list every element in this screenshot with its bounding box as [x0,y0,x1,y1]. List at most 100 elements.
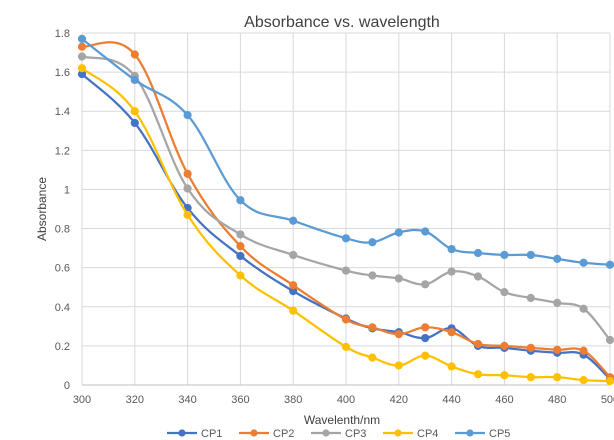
data-point-cp4 [526,373,535,382]
data-point-cp3 [236,230,245,239]
legend-label: CP2 [273,428,294,440]
data-point-cp5 [473,248,483,258]
data-point-cp5 [289,216,298,225]
data-point-cp4 [183,210,192,219]
y-tick-label: 1.2 [55,145,70,157]
data-point-cp2 [500,341,509,350]
legend-label: CP5 [489,428,510,440]
data-point-cp4 [289,306,298,315]
x-tick-label: 300 [73,394,91,406]
legend-item-cp5: CP5 [455,428,510,440]
legend-label: CP4 [417,428,438,440]
x-tick-label: 480 [548,394,566,406]
x-tick-label: 440 [442,394,460,406]
data-point-cp3 [421,280,430,289]
data-point-cp4 [447,362,456,371]
y-tick-label: 1.8 [55,28,70,40]
data-point-cp3 [368,271,377,280]
x-tick-label: 460 [495,394,513,406]
data-point-cp2 [236,242,245,251]
data-point-cp4 [236,271,245,280]
data-point-cp2 [368,323,377,332]
data-point-cp3 [447,267,456,276]
y-tick-label: 0 [64,380,70,392]
data-point-cp4 [421,351,430,360]
series-cp4 [77,64,614,386]
data-point-cp3 [183,184,192,193]
data-point-cp5 [579,258,588,267]
x-tick-label: 400 [337,394,355,406]
data-point-cp5 [341,234,351,243]
series-lines [77,34,614,386]
series-cp5 [77,34,614,269]
data-point-cp5 [553,254,562,263]
data-point-cp5 [368,238,377,247]
data-point-cp4 [553,373,562,382]
x-axis-title: Wavelenth/nm [304,413,380,427]
x-tick-label: 420 [390,394,408,406]
data-point-cp2 [579,346,588,355]
series-cp3 [77,52,614,345]
data-point-cp3 [553,298,562,307]
y-axis-title: Absorbance [35,177,49,241]
data-point-cp1 [421,333,430,343]
data-point-cp4 [341,342,351,351]
legend-item-cp4: CP4 [383,428,438,440]
data-point-cp5 [526,250,535,260]
data-point-cp4 [368,353,377,362]
data-point-cp5 [447,244,456,254]
data-point-cp4 [394,361,403,370]
data-point-cp2 [289,281,298,290]
legend-swatch-marker [178,429,186,437]
data-point-cp5 [605,260,614,269]
x-tick-label: 360 [231,394,249,406]
legend: CP1 CP2 CP3 CP4 CP5 [167,428,510,440]
legend-swatch-marker [250,429,258,437]
data-point-cp2 [77,42,87,51]
y-tick-label: 1 [64,184,70,196]
data-point-cp2 [553,345,562,354]
data-point-cp3 [289,250,298,260]
y-tick-label: 1.6 [55,67,70,79]
data-point-cp2 [183,169,192,178]
y-tick-label: 1.4 [55,106,70,118]
data-point-cp3 [500,288,509,297]
data-point-cp2 [447,328,456,337]
legend-swatch-marker [466,429,474,437]
data-point-cp5 [421,227,430,236]
legend-label: CP1 [201,428,222,440]
data-point-cp5 [77,34,87,43]
data-point-cp5 [394,228,403,237]
data-point-cp3 [473,272,483,281]
legend-swatch-marker [322,429,330,437]
x-tick-label: 500 [601,394,614,406]
legend-item-cp3: CP3 [311,428,366,440]
data-point-cp3 [579,304,588,313]
chart-title: Absorbance vs. wavelength [244,14,440,31]
y-tick-label: 0.2 [55,341,70,353]
data-point-cp2 [473,339,483,349]
series-line-cp5 [80,37,612,266]
x-tick-label: 340 [178,394,196,406]
y-tick-label: 0.4 [55,302,70,314]
legend-swatch-marker [394,429,402,437]
data-point-cp5 [236,196,245,205]
data-point-cp4 [500,371,509,380]
data-point-cp4 [130,107,139,116]
data-point-cp1 [236,251,245,261]
data-point-cp3 [341,266,351,275]
data-point-cp4 [77,64,87,73]
y-tick-label: 0.8 [55,224,70,236]
data-point-cp2 [526,343,535,352]
data-point-cp2 [421,323,430,332]
x-tick-label: 320 [126,394,144,406]
data-point-cp5 [500,250,509,260]
axes: 0 0.2 0.4 0.6 0.8 1 1.2 1.4 1.6 1.8 300 320 340 360 38… [55,28,614,406]
legend-item-cp1: CP1 [167,428,222,440]
data-point-cp4 [579,376,588,385]
data-point-cp3 [394,274,403,283]
data-point-cp3 [77,52,87,61]
